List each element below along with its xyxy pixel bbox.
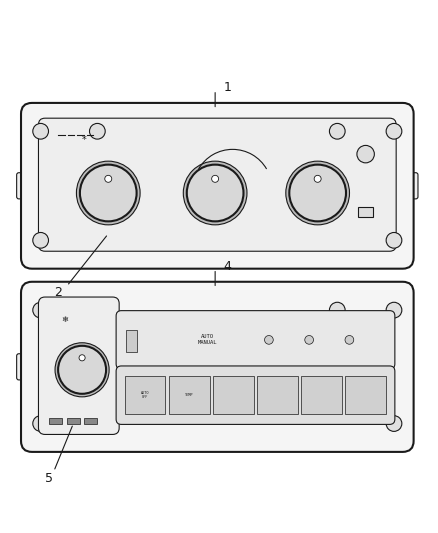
Circle shape xyxy=(183,161,247,225)
Circle shape xyxy=(385,124,401,139)
Bar xyxy=(300,376,341,414)
Text: AUTO
OFF: AUTO OFF xyxy=(141,391,149,400)
FancyBboxPatch shape xyxy=(39,297,119,434)
Text: 2: 2 xyxy=(54,286,62,299)
Text: ❄: ❄ xyxy=(61,315,68,324)
Circle shape xyxy=(186,165,243,221)
Text: 5: 5 xyxy=(45,472,53,484)
Bar xyxy=(125,330,136,352)
Bar xyxy=(124,376,165,414)
Circle shape xyxy=(80,165,136,221)
Bar xyxy=(49,418,62,424)
Circle shape xyxy=(385,416,401,431)
Bar xyxy=(84,418,97,424)
Circle shape xyxy=(264,335,272,344)
Bar xyxy=(257,376,297,414)
Bar xyxy=(357,207,373,217)
FancyBboxPatch shape xyxy=(17,173,36,199)
FancyBboxPatch shape xyxy=(116,311,394,369)
Circle shape xyxy=(33,232,48,248)
Circle shape xyxy=(89,302,105,318)
Circle shape xyxy=(211,175,218,182)
Text: TEMP: TEMP xyxy=(185,393,193,397)
Circle shape xyxy=(79,355,85,361)
Circle shape xyxy=(385,302,401,318)
Circle shape xyxy=(55,343,109,397)
FancyBboxPatch shape xyxy=(39,118,395,251)
Circle shape xyxy=(58,346,106,394)
Circle shape xyxy=(76,161,140,225)
Circle shape xyxy=(33,124,48,139)
FancyBboxPatch shape xyxy=(17,354,36,380)
Circle shape xyxy=(356,146,374,163)
FancyBboxPatch shape xyxy=(21,103,413,269)
Bar xyxy=(212,376,253,414)
Circle shape xyxy=(385,232,401,248)
Circle shape xyxy=(89,124,105,139)
Text: *: * xyxy=(82,135,86,145)
Text: AUTO
MANUAL: AUTO MANUAL xyxy=(197,335,216,345)
FancyBboxPatch shape xyxy=(21,282,413,452)
Circle shape xyxy=(328,302,344,318)
Circle shape xyxy=(304,335,313,344)
Circle shape xyxy=(289,165,345,221)
Text: 1: 1 xyxy=(223,81,231,94)
Text: 4: 4 xyxy=(223,260,231,273)
Bar xyxy=(67,418,80,424)
Circle shape xyxy=(314,175,321,182)
Bar xyxy=(169,376,209,414)
Circle shape xyxy=(285,161,349,225)
Circle shape xyxy=(33,302,48,318)
Circle shape xyxy=(344,335,353,344)
FancyBboxPatch shape xyxy=(397,173,417,199)
FancyBboxPatch shape xyxy=(116,366,394,424)
Circle shape xyxy=(105,175,112,182)
Circle shape xyxy=(33,416,48,431)
Bar xyxy=(345,376,385,414)
Circle shape xyxy=(328,124,344,139)
